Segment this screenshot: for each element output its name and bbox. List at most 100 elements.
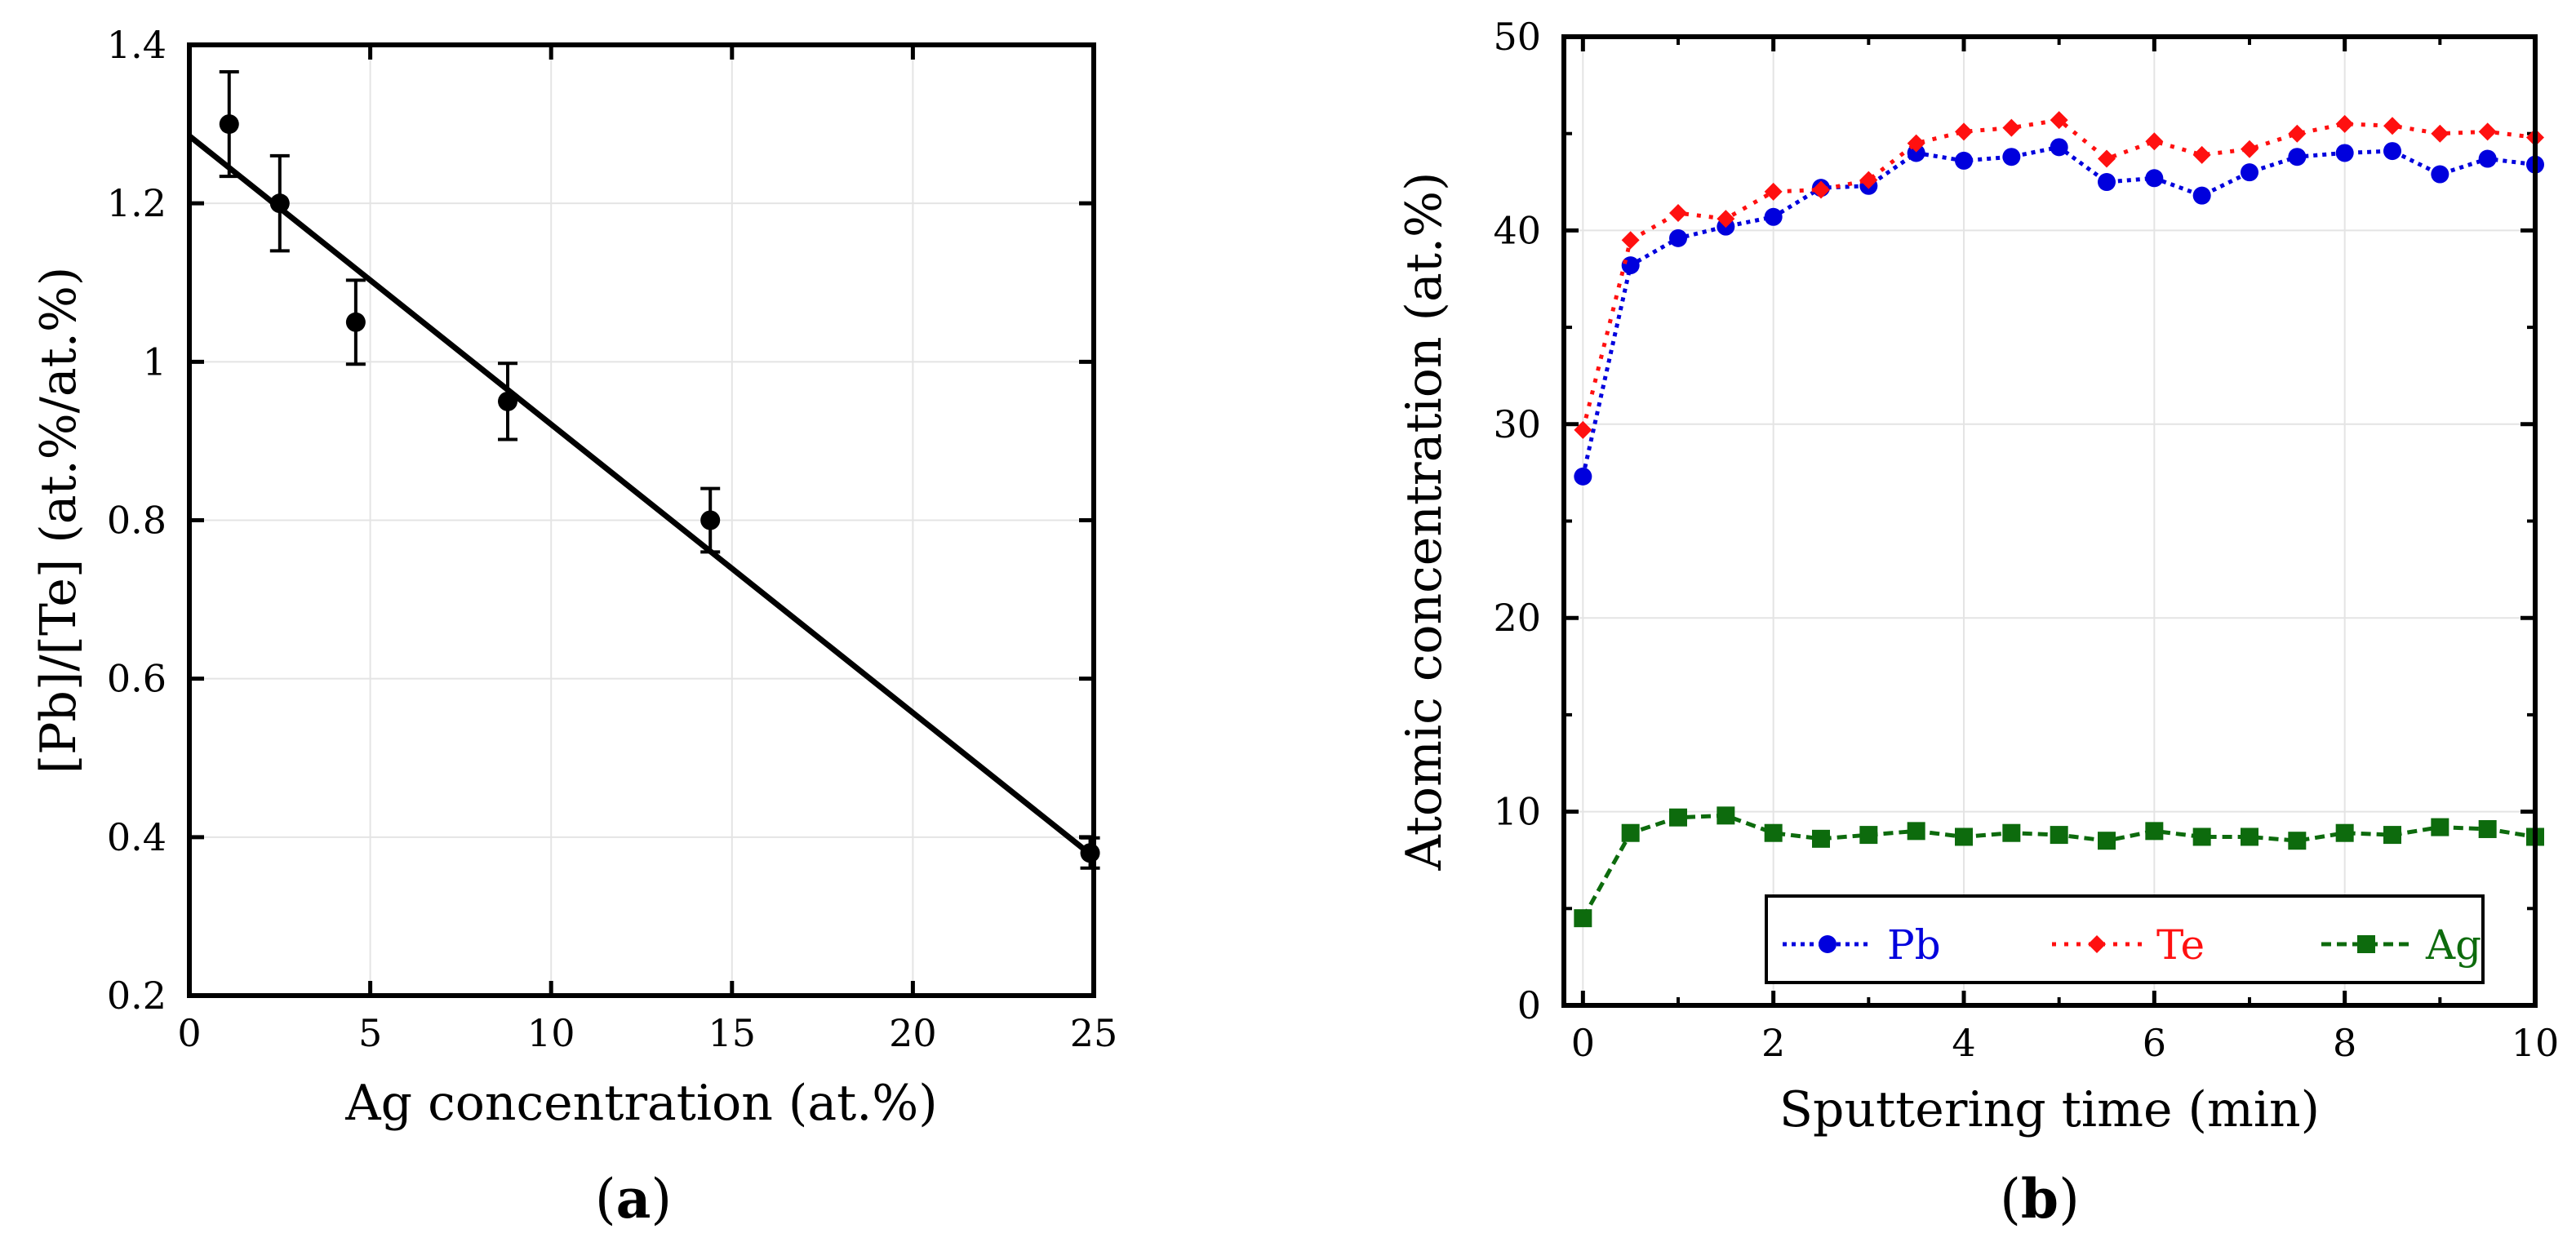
data-point-pb	[1669, 228, 1687, 247]
y-tick-label: 0.8	[107, 499, 167, 543]
panel-b-x-axis-label: Sputtering time (min)	[1779, 1081, 2320, 1138]
x-tick-label: 25	[1070, 1011, 1118, 1055]
panel-a-label-close: )	[651, 1168, 672, 1231]
legend-label-ag: Ag	[2425, 921, 2481, 969]
data-point-pb	[1621, 256, 1640, 275]
x-tick-label: 6	[2143, 1021, 2166, 1065]
y-tick-label: 0.6	[107, 657, 167, 701]
y-tick-label: 30	[1493, 402, 1541, 446]
data-point-te	[2478, 122, 2497, 141]
panel-b-legend: Pb Te Ag	[1765, 894, 2485, 984]
y-tick-label: 0.4	[107, 815, 167, 859]
data-point	[219, 114, 239, 135]
panel-b-chart: 0 2 4 6 8 10 0 10 20 30 40 50 Pb Te Ag Sputtering tim…	[1396, 15, 2559, 1231]
data-point-pb	[2478, 149, 2497, 168]
x-tick-label: 0	[1571, 1021, 1595, 1065]
data-point-te	[2288, 124, 2307, 143]
data-point-te	[2335, 114, 2354, 133]
y-tick-label: 40	[1493, 208, 1541, 252]
legend-label-pb: Pb	[1887, 921, 1941, 969]
panel-a-x-axis-label: Ag concentration (at.%)	[344, 1075, 937, 1132]
data-point-pb	[2192, 186, 2211, 205]
data-point-pb	[2383, 142, 2401, 161]
y-tick-label: 20	[1493, 596, 1541, 640]
data-point-te	[1812, 180, 1830, 199]
panel-a-grid	[189, 44, 1095, 996]
legend-box	[1765, 894, 2485, 984]
panel-a-chart: 0 5 10 15 20 25 0.2 0.4 0.6 0.8 1 1.2 1.4 Ag concent…	[30, 23, 1117, 1231]
data-point-te	[1574, 420, 1592, 439]
data-point	[1080, 843, 1100, 863]
data-point-pb	[2241, 163, 2258, 182]
data-point-te	[2383, 117, 2401, 135]
data-point-te	[1621, 231, 1640, 250]
data-point-ag	[2098, 832, 2116, 850]
panel-a-tick-labels: 0 5 10 15 20 25 0.2 0.4 0.6 0.8 1 1.2 1.4	[107, 23, 1117, 1055]
panel-a-label: (a)	[595, 1167, 672, 1231]
panel-b-data-marks	[1574, 111, 2544, 928]
data-point-ag	[2383, 826, 2401, 845]
data-point-ag	[1717, 806, 1735, 825]
data-point-te	[2098, 149, 2116, 168]
series-line-pb	[1580, 144, 2536, 477]
data-point-ag	[2050, 826, 2068, 845]
data-point-pb	[2288, 148, 2307, 166]
data-point-ag	[2335, 823, 2354, 842]
panel-b-label: (b)	[2000, 1167, 2080, 1231]
data-point-ag	[2241, 827, 2258, 846]
y-tick-label: 50	[1493, 15, 1541, 59]
data-point-te	[2192, 145, 2211, 164]
data-point-te	[1764, 182, 1783, 201]
panel-b-plot-frame	[1561, 34, 2538, 1008]
y-tick-label: 1	[143, 339, 167, 384]
data-point-te	[2050, 111, 2068, 130]
panel-a-plot-frame	[187, 42, 1096, 998]
data-point-te	[1955, 122, 1973, 141]
y-tick-label: 0	[1517, 983, 1541, 1027]
data-point-pb	[2431, 165, 2449, 184]
data-point-te	[1859, 171, 1878, 189]
legend-marker-te	[2088, 935, 2106, 953]
panel-b-label-open: (	[2000, 1168, 2021, 1231]
data-point	[345, 312, 366, 332]
x-tick-label: 15	[708, 1011, 757, 1055]
x-tick-label: 8	[2333, 1021, 2356, 1065]
data-point-pb	[2050, 138, 2068, 157]
x-tick-label: 5	[358, 1011, 382, 1055]
data-point-ag	[1621, 823, 1640, 842]
data-point-pb	[1955, 151, 1973, 170]
legend-marker-ag	[2357, 935, 2375, 953]
data-point-ag	[1764, 823, 1783, 842]
data-point-ag	[2431, 818, 2449, 836]
data-point-ag	[2145, 822, 2164, 841]
data-point-pb	[1764, 207, 1783, 226]
data-point-ag	[2192, 827, 2211, 846]
data-point-te	[1717, 210, 1735, 228]
y-tick-label: 10	[1493, 790, 1541, 834]
data-point-pb	[2002, 148, 2021, 166]
data-point-te	[2145, 132, 2164, 151]
x-tick-label: 0	[177, 1011, 201, 1055]
data-point-ag	[1574, 909, 1592, 928]
data-point-ag	[1812, 829, 1830, 848]
panel-a-label-letter: a	[616, 1167, 651, 1231]
data-point-ag	[2002, 823, 2021, 842]
data-point	[269, 193, 290, 214]
panel-a-label-open: (	[595, 1168, 616, 1231]
data-point-pb	[2335, 144, 2354, 162]
data-point-ag	[1669, 808, 1687, 827]
data-point-pb	[2098, 173, 2116, 192]
y-tick-label: 1.4	[107, 23, 167, 67]
panel-b-label-close: )	[2059, 1168, 2080, 1231]
data-point-te	[1669, 204, 1687, 223]
data-point	[700, 510, 721, 530]
data-point-te	[2241, 140, 2258, 158]
x-tick-label: 2	[1761, 1021, 1785, 1065]
data-point-ag	[2288, 832, 2307, 850]
data-point-te	[1907, 134, 1925, 153]
legend-marker-pb	[1819, 935, 1837, 953]
panel-b-grid	[1564, 36, 2536, 1006]
data-point-te	[2002, 118, 2021, 137]
x-tick-label: 10	[527, 1011, 575, 1055]
